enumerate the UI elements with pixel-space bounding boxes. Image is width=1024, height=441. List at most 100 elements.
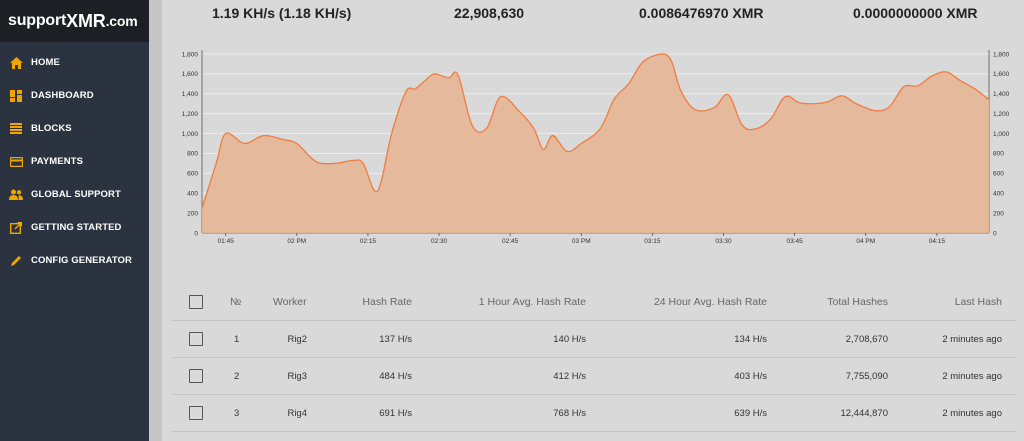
row-hash-rate: 691 H/s [379, 407, 412, 419]
x-tick-label: 03 PM [572, 238, 591, 245]
row-last-hash: 2 minutes ago [942, 370, 1002, 382]
x-tick-label: 02:45 [502, 238, 519, 245]
sidebar-item-dashboard[interactable]: DASHBOARD [0, 79, 149, 112]
y-tick-label-left: 1,600 [182, 71, 199, 78]
x-tick-label: 04:15 [929, 238, 946, 245]
sidebar-item-label: GETTING STARTED [31, 222, 122, 233]
y-tick-label-left: 400 [187, 191, 198, 198]
row-24h-avg: 134 H/s [734, 333, 767, 345]
sidebar-item-getting-started[interactable]: GETTING STARTED [0, 211, 149, 244]
stats-bar: 1.19 KH/s (1.18 KH/s) 22,908,630 0.00864… [162, 0, 1024, 26]
y-tick-label-right: 1,600 [993, 71, 1010, 78]
paid-balance-stat: 0.0000000000 XMR [853, 5, 978, 21]
row-total-hashes: 7,755,090 [845, 370, 888, 382]
header-hash-rate[interactable]: Hash Rate [362, 295, 412, 308]
row-checkbox[interactable] [189, 395, 203, 431]
row-last-hash: 2 minutes ago [942, 333, 1002, 345]
sidebar: support XMR .com HOME DASHBOARD BLOCKS PAY… [0, 0, 149, 441]
row-worker: Rig4 [287, 407, 307, 419]
total-hashes-stat: 22,908,630 [454, 5, 525, 21]
payments-icon [9, 155, 23, 169]
row-number: 3 [234, 407, 240, 419]
row-number: 2 [234, 370, 240, 382]
sidebar-item-global-support[interactable]: GLOBAL SUPPORT [0, 178, 149, 211]
y-tick-label-right: 400 [993, 191, 1004, 198]
sidebar-item-label: PAYMENTS [31, 156, 84, 167]
row-hash-rate: 137 H/s [379, 333, 412, 345]
select-all-checkbox[interactable] [189, 283, 203, 320]
y-tick-label-left: 1,200 [182, 111, 199, 118]
y-tick-label-left: 200 [187, 210, 198, 217]
brand-logo[interactable]: support XMR .com [0, 0, 149, 42]
x-tick-label: 01:45 [218, 238, 235, 245]
sidebar-item-label: DASHBOARD [31, 90, 94, 101]
dashboard-icon [9, 89, 23, 103]
table-row[interactable]: 2 Rig3 484 H/s 412 H/s 403 H/s 7,755,090… [172, 358, 1017, 395]
series-area [202, 53, 989, 233]
brand-prefix: support [8, 12, 67, 29]
hashrate-stat: 1.19 KH/s (1.18 KH/s) [212, 5, 352, 21]
header-number: № [230, 295, 242, 308]
row-1h-avg: 768 H/s [553, 407, 586, 419]
y-tick-label-left: 600 [187, 171, 198, 178]
series-line [201, 53, 990, 209]
row-total-hashes: 2,708,670 [845, 333, 888, 345]
sidebar-item-label: HOME [31, 57, 60, 68]
row-24h-avg: 403 H/s [734, 370, 767, 382]
y-tick-label-right: 200 [993, 210, 1004, 217]
row-checkbox[interactable] [189, 358, 203, 394]
sidebar-gutter [149, 0, 162, 441]
external-link-icon [9, 221, 23, 235]
blocks-icon [9, 122, 23, 136]
row-number: 1 [234, 333, 240, 345]
header-1h-avg[interactable]: 1 Hour Avg. Hash Rate [478, 295, 586, 308]
row-total-hashes: 12,444,870 [840, 407, 888, 419]
y-tick-label-right: 1,400 [993, 91, 1010, 98]
x-tick-label: 02 PM [287, 238, 306, 245]
x-tick-label: 02:15 [360, 238, 377, 245]
y-tick-label-left: 1,000 [182, 131, 199, 138]
x-tick-label: 03:45 [786, 238, 803, 245]
row-checkbox[interactable] [189, 321, 203, 357]
table-row[interactable]: 1 Rig2 137 H/s 140 H/s 134 H/s 2,708,670… [172, 321, 1017, 358]
row-1h-avg: 140 H/s [553, 333, 586, 345]
y-tick-label-left: 1,400 [182, 91, 199, 98]
pencil-icon [9, 254, 23, 268]
x-tick-label: 03:15 [644, 238, 661, 245]
sidebar-item-home[interactable]: HOME [0, 46, 149, 79]
sidebar-item-label: CONFIG GENERATOR [31, 255, 133, 266]
home-icon [9, 56, 23, 70]
sidebar-item-payments[interactable]: PAYMENTS [0, 145, 149, 178]
users-icon [9, 188, 23, 202]
y-tick-label-right: 600 [993, 171, 1004, 178]
x-tick-label: 04 PM [856, 238, 875, 245]
y-tick-label-right: 1,000 [993, 131, 1010, 138]
header-total-hashes[interactable]: Total Hashes [827, 295, 888, 308]
sidebar-item-blocks[interactable]: BLOCKS [0, 112, 149, 145]
pending-balance-stat: 0.0086476970 XMR [639, 5, 764, 21]
hashrate-chart: 0 0 200 200 400 400 600 600 800 800 1,000 1,000 1,20… [162, 44, 1024, 250]
row-24h-avg: 639 H/s [734, 407, 767, 419]
header-24h-avg[interactable]: 24 Hour Avg. Hash Rate [653, 295, 767, 308]
table-row[interactable]: 3 Rig4 691 H/s 768 H/s 639 H/s 12,444,87… [172, 395, 1017, 432]
brand-main: XMR [66, 10, 106, 31]
row-1h-avg: 412 H/s [553, 370, 586, 382]
header-worker[interactable]: Worker [273, 295, 307, 308]
workers-table: № Worker Hash Rate 1 Hour Avg. Hash Rate… [172, 283, 1017, 432]
x-tick-label: 02:30 [431, 238, 448, 245]
y-tick-label-right: 1,800 [993, 51, 1010, 58]
sidebar-nav: HOME DASHBOARD BLOCKS PAYMENTS GLOBAL SU… [0, 42, 149, 277]
brand-suffix: .com [105, 13, 138, 29]
y-tick-label-left: 800 [187, 151, 198, 158]
y-tick-label-left: 1,800 [182, 51, 199, 58]
sidebar-item-label: BLOCKS [31, 123, 72, 134]
sidebar-item-config-generator[interactable]: CONFIG GENERATOR [0, 244, 149, 277]
hashrate-chart-svg: 0 0 200 200 400 400 600 600 800 800 1,000 1,000 1,20… [182, 50, 1010, 245]
row-last-hash: 2 minutes ago [942, 407, 1002, 419]
row-worker: Rig3 [287, 370, 307, 382]
header-last-hash[interactable]: Last Hash [954, 295, 1002, 308]
row-hash-rate: 484 H/s [379, 370, 412, 382]
y-tick-label-left: 0 [194, 230, 198, 237]
y-tick-label-right: 1,200 [993, 111, 1010, 118]
table-header-row: № Worker Hash Rate 1 Hour Avg. Hash Rate… [172, 283, 1017, 321]
